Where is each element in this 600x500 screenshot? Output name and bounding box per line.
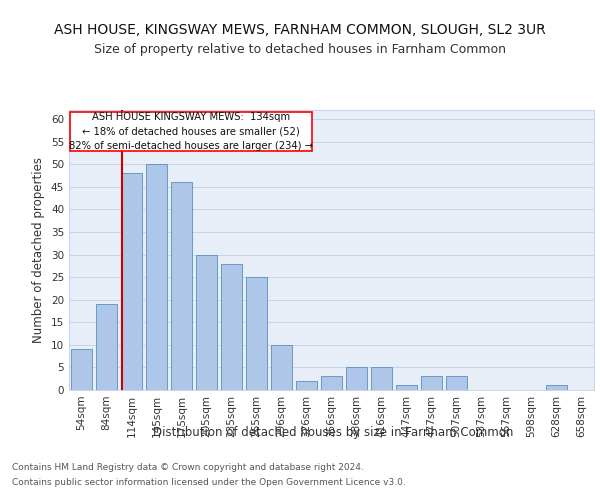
- Bar: [421, 376, 442, 390]
- Text: Contains public sector information licensed under the Open Government Licence v3: Contains public sector information licen…: [12, 478, 406, 487]
- Bar: [221, 264, 242, 390]
- Bar: [346, 368, 367, 390]
- Bar: [71, 350, 92, 390]
- Y-axis label: Number of detached properties: Number of detached properties: [32, 157, 46, 343]
- Bar: [446, 376, 467, 390]
- Bar: [296, 381, 317, 390]
- Bar: [196, 254, 217, 390]
- Bar: [246, 277, 267, 390]
- Text: Size of property relative to detached houses in Farnham Common: Size of property relative to detached ho…: [94, 42, 506, 56]
- Text: Distribution of detached houses by size in Farnham Common: Distribution of detached houses by size …: [153, 426, 513, 439]
- Bar: [121, 173, 142, 390]
- Bar: [321, 376, 342, 390]
- FancyBboxPatch shape: [70, 112, 311, 150]
- Bar: [396, 386, 417, 390]
- Bar: [96, 304, 117, 390]
- Bar: [171, 182, 192, 390]
- Bar: [546, 386, 567, 390]
- Bar: [371, 368, 392, 390]
- Text: ASH HOUSE KINGSWAY MEWS:  134sqm
← 18% of detached houses are smaller (52)
82% o: ASH HOUSE KINGSWAY MEWS: 134sqm ← 18% of…: [69, 112, 313, 152]
- Text: Contains HM Land Registry data © Crown copyright and database right 2024.: Contains HM Land Registry data © Crown c…: [12, 463, 364, 472]
- Text: ASH HOUSE, KINGSWAY MEWS, FARNHAM COMMON, SLOUGH, SL2 3UR: ASH HOUSE, KINGSWAY MEWS, FARNHAM COMMON…: [54, 22, 546, 36]
- Bar: [146, 164, 167, 390]
- Bar: [271, 345, 292, 390]
